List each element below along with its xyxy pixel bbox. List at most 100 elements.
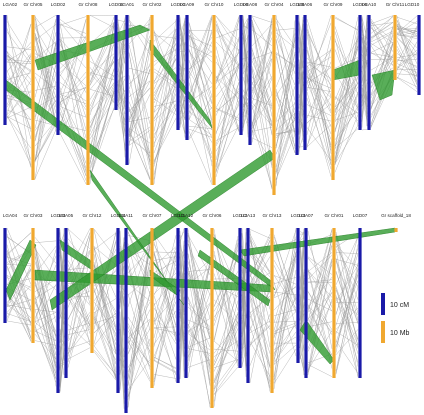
- physical-chromosome: [150, 15, 154, 185]
- linkage-group: [248, 15, 252, 145]
- chromosomes: [3, 15, 421, 413]
- physical-chromosome: [150, 228, 154, 388]
- synteny-links: [34, 237, 57, 387]
- chromosome-label: LGD04: [111, 213, 126, 218]
- physical-chromosome: [31, 15, 35, 180]
- chromosome-label: LGD06: [353, 2, 368, 7]
- chromosome-label: LGA08: [243, 2, 258, 7]
- chromosome-label: Gr Chr06: [203, 213, 222, 218]
- synteny-links: [298, 14, 304, 154]
- synteny-links: [128, 15, 151, 181]
- legend-cm-label: 10 cM: [390, 302, 409, 309]
- chromosome-label: Gr Chr02: [143, 2, 162, 7]
- synteny-links: [335, 231, 359, 378]
- chromosome-label: Gr Chr13: [263, 213, 282, 218]
- synteny-links: [59, 16, 87, 185]
- linkage-group: [176, 228, 180, 383]
- chromosome-label: LGA13: [241, 213, 256, 218]
- linkage-group: [246, 228, 250, 383]
- legend-mb-bar: [381, 321, 385, 343]
- physical-chromosome: [332, 228, 336, 378]
- synteny-links: [6, 227, 32, 342]
- linkage-group: [304, 228, 308, 378]
- linkage-group: [184, 228, 188, 378]
- physical-chromosome: [272, 15, 276, 195]
- chromosome-label: Gr Chr07: [143, 213, 162, 218]
- chromosome-label: LGD03: [51, 213, 66, 218]
- chromosome-label: LGA11: [119, 213, 133, 218]
- physical-chromosome: [210, 228, 214, 408]
- chromosome-label: Gr Chr09: [324, 2, 343, 7]
- synteny-links: [306, 15, 332, 177]
- linkage-group: [114, 15, 118, 110]
- synteny-links: [307, 228, 333, 377]
- linkage-group: [295, 15, 299, 155]
- synteny-links: [251, 15, 273, 190]
- chromosome-label: Gr scaffold_18: [381, 213, 411, 218]
- syntenic-ribbon: [239, 227, 396, 257]
- chromosome-label: LGA04: [3, 213, 18, 218]
- chromosome-label: LGA12: [179, 213, 194, 218]
- synteny-links: [179, 16, 186, 138]
- chromosome-label: Gr Chr04: [265, 2, 284, 7]
- chromosome-label: Gr Chr01: [325, 213, 344, 218]
- linkage-group: [239, 15, 243, 135]
- physical-chromosome: [393, 15, 397, 80]
- chromosome-label: LGD01: [171, 2, 186, 7]
- chromosome-label: Gr Chr12: [83, 213, 102, 218]
- chromosome-label: Gr Chr10: [205, 2, 224, 7]
- chromosome-label: Gr Chr03: [24, 213, 43, 218]
- chromosome-label: LGA10: [362, 2, 377, 7]
- syntenic-ribbon: [371, 69, 396, 101]
- synteny-links: [59, 228, 65, 393]
- physical-chromosome: [270, 228, 274, 393]
- legend-mb-label: 10 Mb: [390, 330, 410, 337]
- chromosome-label: LGD11: [171, 213, 186, 218]
- chromosome-label: Gr Chr05: [24, 2, 43, 7]
- linkage-group: [358, 15, 362, 130]
- synteny-links: [93, 228, 117, 381]
- chromosome-label: LGA02: [3, 2, 18, 7]
- syntenic-ribbon: [34, 24, 151, 71]
- physical-chromosome: [31, 228, 35, 343]
- chromosome-label: LGA01: [120, 2, 135, 7]
- linkage-group: [367, 15, 371, 130]
- synteny-links: [299, 228, 305, 376]
- synteny-links: [396, 15, 418, 92]
- synteny-links: [215, 15, 240, 177]
- linkage-group: [124, 228, 128, 413]
- physical-chromosome: [394, 228, 398, 232]
- linkage-group: [64, 228, 68, 378]
- chromosome-label: LGD10: [405, 2, 420, 7]
- linkage-group: [3, 15, 7, 125]
- synteny-links: [153, 231, 177, 386]
- synteny-links: [361, 15, 368, 131]
- synteny-links: [242, 15, 249, 138]
- ribbons: [5, 24, 396, 365]
- linkage-group: [56, 228, 60, 393]
- linkage-group: [176, 15, 180, 130]
- synteny-links: [275, 15, 296, 187]
- chromosome-label: LGA06: [298, 2, 313, 7]
- physical-chromosome: [90, 228, 94, 353]
- chromosome-label: LGD13: [291, 213, 306, 218]
- syntenic-ribbon: [5, 239, 37, 301]
- legend-cm-bar: [381, 293, 385, 315]
- synteny-links: [117, 17, 126, 158]
- physical-chromosome: [212, 15, 216, 185]
- linkage-group: [3, 228, 7, 323]
- linkage-group: [185, 15, 189, 140]
- synteny-links: [153, 19, 177, 185]
- synteny-links: [89, 15, 115, 184]
- chromosome-label: LGA07: [299, 213, 314, 218]
- physical-chromosome: [331, 15, 335, 180]
- linkage-group: [238, 228, 242, 368]
- chromosome-label: LGD12: [233, 213, 248, 218]
- chromosome-label: LGA09: [180, 2, 195, 7]
- chromosome-label: LGA05: [59, 213, 74, 218]
- synteny-links: [334, 16, 359, 173]
- synteny-links: [34, 15, 57, 180]
- synteny-links: [188, 15, 213, 185]
- chromosome-label: Gr Chr11: [386, 2, 405, 7]
